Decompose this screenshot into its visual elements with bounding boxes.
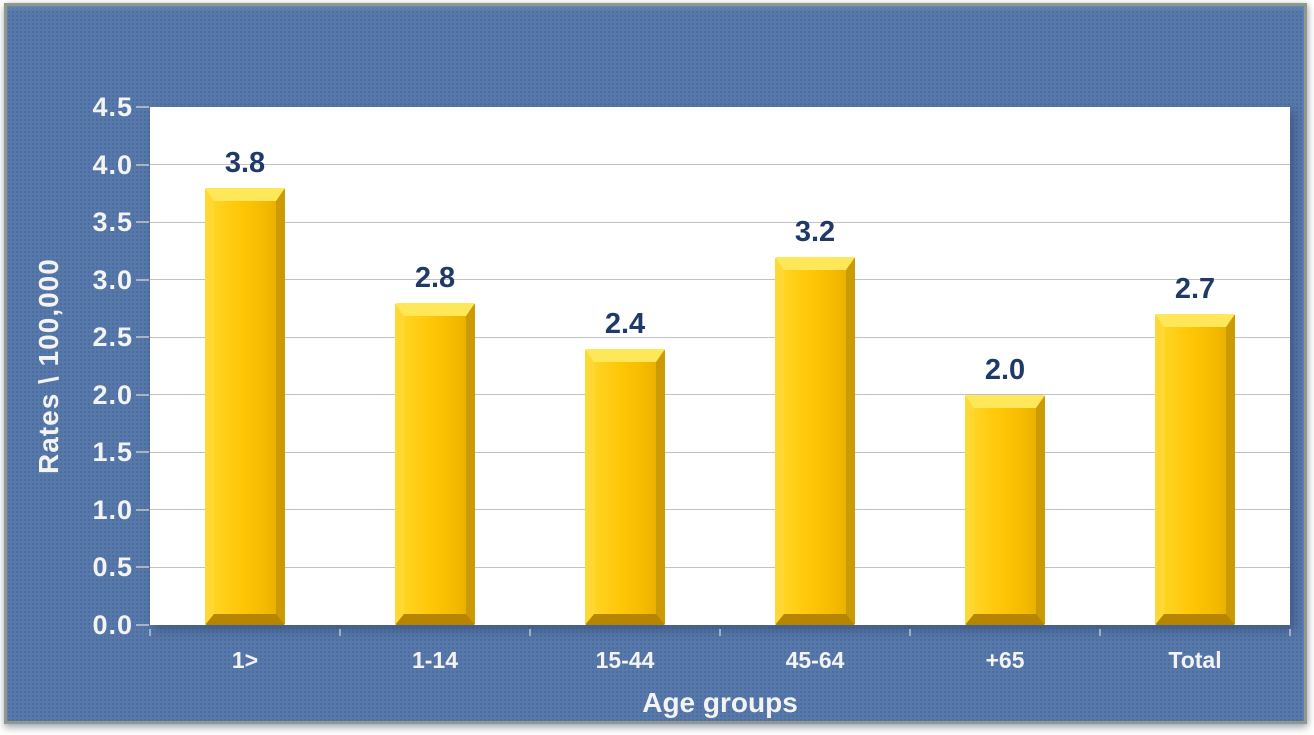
x-category-label: 1-14: [411, 647, 459, 673]
y-axis-tick-label: 4.0: [92, 149, 133, 180]
bar-value-label: 3.2: [794, 215, 836, 248]
y-axis-tick-label: 1.0: [92, 494, 133, 525]
y-axis-tick-label: 2.5: [92, 322, 133, 353]
y-axis-tick: [136, 451, 149, 454]
x-axis-tick: [529, 629, 531, 636]
bar: [775, 256, 855, 625]
y-axis-tick-label: 3.0: [92, 264, 133, 295]
gridline: [150, 336, 1290, 338]
y-axis-tick: [136, 566, 149, 569]
gridline: [150, 509, 1290, 511]
x-category-label: Total: [1168, 647, 1222, 673]
bar: [1155, 314, 1235, 625]
bar-value-label: 2.0: [984, 353, 1026, 386]
y-axis-tick-label: 0.5: [92, 552, 133, 583]
gridline: [150, 451, 1290, 453]
y-axis-tick-label: 2.0: [92, 379, 133, 410]
bar: [395, 302, 475, 625]
bar-value-label: 2.4: [604, 307, 646, 340]
x-axis-tick: [149, 629, 151, 636]
x-axis-tick: [909, 629, 911, 636]
bar: [205, 187, 285, 625]
x-axis-tick: [1289, 629, 1291, 636]
chart-panel: Rates \ 100,000 Age groups 0.0 0.5 1.0 1.5 2…: [4, 3, 1307, 724]
gridline: [150, 566, 1290, 568]
gridline: [150, 164, 1290, 166]
bar-value-label: 2.7: [1174, 273, 1216, 306]
y-axis-tick: [136, 163, 149, 166]
y-axis-tick: [136, 624, 149, 626]
x-category-label: +65: [985, 647, 1025, 673]
plot-area: [150, 107, 1290, 625]
y-axis-tick: [136, 508, 149, 511]
gridline: [150, 279, 1290, 281]
gridline: [150, 221, 1290, 223]
x-axis-tick: [1099, 629, 1101, 636]
x-axis-tick: [719, 629, 721, 636]
bar-value-label: 2.8: [414, 261, 456, 294]
gridline: [150, 394, 1290, 396]
y-axis-tick: [136, 221, 149, 224]
y-axis-tick: [136, 278, 149, 281]
y-axis-tick: [136, 336, 149, 339]
y-axis-tick-label: 4.5: [92, 92, 133, 122]
bar-chart: Rates \ 100,000 Age groups 0.0 0.5 1.0 1.5 2…: [7, 6, 1304, 721]
bar: [965, 394, 1045, 625]
y-axis-tick-label: 1.5: [92, 437, 133, 468]
bar: [585, 348, 665, 625]
x-category-label: 45-64: [785, 647, 845, 673]
x-category-label: 15-44: [595, 647, 655, 673]
bar-value-label: 3.8: [224, 146, 266, 179]
x-axis-tick: [339, 629, 341, 636]
y-axis-tick-label: 0.0: [92, 610, 133, 640]
y-axis-tick-label: 3.5: [92, 207, 133, 238]
x-axis-title: Age groups: [642, 687, 798, 718]
y-axis-title: Rates \ 100,000: [33, 258, 64, 474]
x-category-label: 1>: [231, 647, 259, 673]
y-axis-tick: [136, 393, 149, 396]
y-axis-tick: [136, 106, 149, 108]
